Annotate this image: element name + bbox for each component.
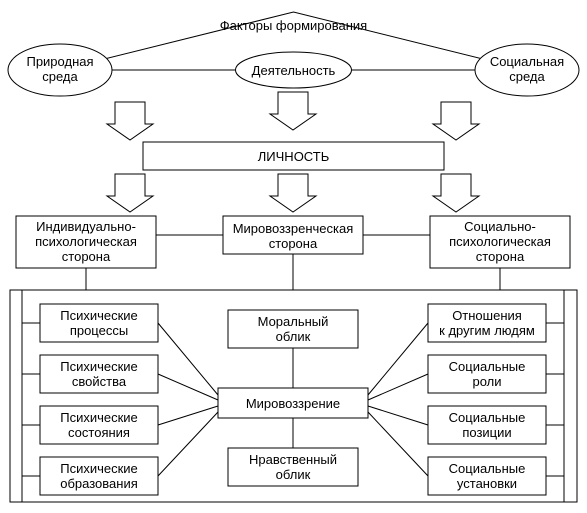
factor-right-line2: среда: [509, 69, 545, 84]
core-text: ЛИЧНОСТЬ: [258, 149, 329, 164]
left-item-4-l1: Психические: [60, 461, 138, 476]
aspect-center-l2: сторона: [269, 236, 318, 251]
center-top-l2: облик: [276, 329, 311, 344]
factor-left-line2: среда: [42, 69, 78, 84]
center-top-l1: Моральный: [258, 314, 329, 329]
arrow-core-center: [270, 174, 316, 212]
right-item-4-l2: установки: [457, 476, 517, 491]
left-item-2-l1: Психические: [60, 359, 138, 374]
aspect-left-l3: сторона: [62, 249, 111, 264]
aspect-right-l1: Социально-: [464, 219, 536, 234]
left-item-2-l2: свойства: [72, 374, 127, 389]
right-item-4-l1: Социальные: [449, 461, 526, 476]
right-item-3-l2: позиции: [462, 425, 511, 440]
aspect-right-l2: психологическая: [449, 234, 551, 249]
title-text: Факторы формирования: [220, 18, 367, 33]
center-bot-l2: облик: [276, 467, 311, 482]
factor-right-line1: Социальная: [490, 54, 564, 69]
arrow-core-left: [107, 174, 153, 212]
arrow-factor-center: [270, 92, 316, 130]
center-mid-text: Мировоззрение: [246, 396, 340, 411]
left-item-3-l2: состояния: [68, 425, 130, 440]
left-item-3-l1: Психические: [60, 410, 138, 425]
aspect-center-l1: Мировоззренческая: [233, 221, 354, 236]
aspect-left-l1: Индивидуально-: [36, 219, 136, 234]
right-item-3-l1: Социальные: [449, 410, 526, 425]
left-item-4-l2: образования: [60, 476, 138, 491]
right-item-1-l2: к другим людям: [439, 323, 535, 338]
arrow-core-right: [433, 174, 479, 212]
aspect-left-l2: психологическая: [35, 234, 137, 249]
left-item-1-l2: процессы: [70, 323, 128, 338]
factor-center-text: Деятельность: [252, 63, 336, 78]
factor-left-line1: Природная: [26, 54, 93, 69]
left-item-1-l1: Психические: [60, 308, 138, 323]
center-bot-l1: Нравственный: [249, 452, 337, 467]
aspect-right-l3: сторона: [476, 249, 525, 264]
right-item-2-l2: роли: [472, 374, 501, 389]
right-item-2-l1: Социальные: [449, 359, 526, 374]
arrow-factor-right: [433, 102, 479, 140]
right-item-1-l1: Отношения: [452, 308, 522, 323]
arrow-factor-left: [107, 102, 153, 140]
